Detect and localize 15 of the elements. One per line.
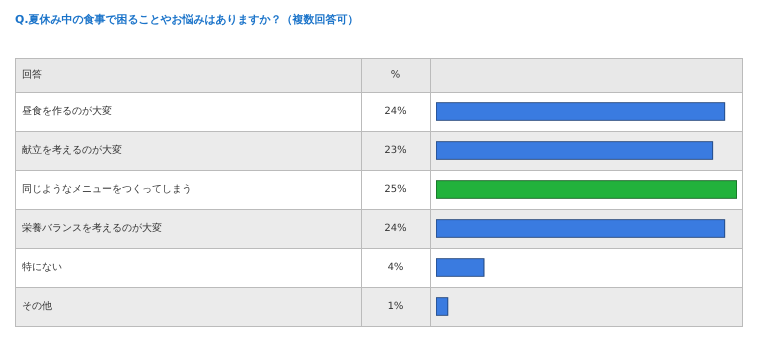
x-axis-title: %: [390, 70, 400, 81]
data-label: 25%: [384, 184, 407, 196]
data-label: 24%: [384, 223, 407, 234]
y-tick-label: 献立を考えるのが大変: [22, 144, 122, 156]
data-label: 23%: [384, 145, 407, 156]
y-axis-title: 回答: [22, 68, 42, 81]
data-label: 24%: [384, 106, 407, 118]
y-tick-label: 栄養バランスを考えるのが大変: [22, 222, 162, 234]
y-tick-label: 昼食を作るのが大変: [22, 105, 112, 118]
text: Q.夏休み中の食事で困ることやお悩みはありますか？（複数回答可）: [15, 12, 359, 26]
y-tick-label: 特にない: [22, 261, 62, 274]
data-label: 1%: [388, 301, 404, 312]
y-tick-label: 同じようなメニューをつくってしまう: [22, 184, 192, 196]
y-tick-label: その他: [22, 300, 52, 312]
data-label: 4%: [388, 262, 404, 274]
